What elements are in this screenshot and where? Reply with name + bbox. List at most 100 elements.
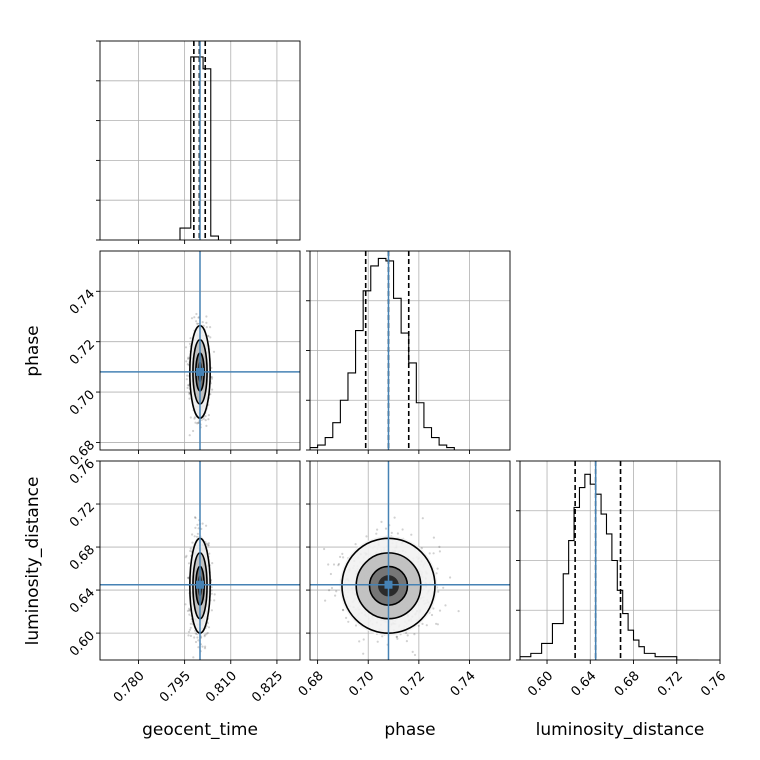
- sample-point: [438, 550, 441, 553]
- y-tick-label: 0.60: [67, 629, 98, 660]
- truth-marker: [196, 580, 204, 589]
- sample-point: [188, 393, 191, 396]
- sample-point: [376, 528, 379, 531]
- sample-point: [194, 516, 197, 519]
- sample-point: [438, 609, 442, 612]
- sample-point: [381, 635, 384, 638]
- sample-point: [184, 556, 187, 559]
- sample-point: [210, 592, 213, 595]
- sample-point: [328, 589, 331, 592]
- sample-point: [211, 376, 214, 379]
- sample-point: [375, 532, 378, 535]
- sample-point: [197, 639, 200, 642]
- sample-point: [411, 650, 414, 654]
- sample-point: [198, 662, 200, 664]
- sample-point: [206, 334, 209, 337]
- sample-point: [189, 626, 192, 629]
- axes-frame: [99, 40, 301, 241]
- sample-point: [188, 613, 191, 616]
- sample-point: [342, 609, 345, 612]
- sample-point: [191, 533, 194, 536]
- sample-point: [208, 552, 211, 555]
- axes-frame: [99, 460, 301, 661]
- histogram-panel-luminosity-distance: 0.60 0.64 0.68 0.72 0.76: [516, 460, 729, 700]
- sample-point: [197, 646, 200, 649]
- sample-point: [194, 421, 197, 424]
- sample-point: [209, 336, 212, 339]
- sample-point: [196, 532, 199, 535]
- sample-point: [213, 599, 216, 602]
- sample-point: [206, 622, 209, 625]
- y-axis-label-luminosity-distance: luminosity_distance: [23, 477, 43, 646]
- sample-point: [395, 635, 398, 639]
- x-axis-label-geocent-time: geocent_time: [142, 720, 258, 740]
- sample-point: [341, 552, 344, 556]
- sample-point: [188, 342, 192, 345]
- sample-point: [337, 564, 340, 567]
- sample-point: [405, 640, 408, 643]
- density-marks: [100, 461, 300, 664]
- x-tick-label: 0.72: [397, 669, 428, 700]
- sample-point: [327, 563, 330, 566]
- axes-frame: [99, 250, 301, 451]
- histogram-step: [520, 473, 699, 660]
- sample-point: [203, 633, 206, 637]
- sample-point: [201, 645, 204, 648]
- sample-point: [195, 312, 198, 316]
- sample-point: [430, 613, 434, 617]
- sample-point: [207, 456, 209, 458]
- sample-point: [193, 636, 196, 639]
- y-tick-label: 0.70: [67, 388, 98, 419]
- y-tick-label: 0.72: [67, 337, 98, 368]
- sample-point: [341, 608, 345, 611]
- density-marks: [310, 461, 510, 660]
- sample-point: [186, 576, 190, 579]
- sample-point: [210, 609, 213, 612]
- sample-point: [393, 516, 396, 519]
- sample-point: [457, 610, 460, 613]
- sample-point: [210, 377, 213, 380]
- sample-point: [432, 607, 435, 610]
- sample-point: [186, 363, 189, 366]
- sample-point: [204, 415, 207, 418]
- density-marks: [100, 251, 300, 458]
- sample-point: [203, 635, 206, 638]
- sample-point: [187, 562, 191, 565]
- truth-marker: [196, 367, 204, 376]
- sample-point: [188, 607, 191, 610]
- axes-frame: [309, 460, 511, 661]
- sample-point: [192, 656, 195, 659]
- sample-point: [187, 356, 190, 359]
- x-tick-label: 0.74: [448, 669, 479, 700]
- histogram-panel-phase: [306, 250, 511, 454]
- sample-point: [435, 572, 438, 575]
- sample-point: [204, 419, 207, 422]
- sample-point: [210, 589, 213, 592]
- sample-point: [396, 637, 399, 640]
- histogram-panel-geocent-time: [96, 40, 301, 244]
- histogram-marks: [310, 251, 455, 450]
- sample-point: [376, 640, 379, 643]
- y-axis-label-phase: phase: [23, 325, 43, 376]
- sample-point: [362, 652, 365, 655]
- sample-point: [390, 531, 393, 535]
- sample-point: [406, 634, 409, 637]
- sample-point: [213, 593, 216, 596]
- y-tick-label: 0.68: [67, 542, 98, 573]
- x-tick-label: 0.68: [612, 669, 643, 700]
- sample-point: [207, 414, 210, 417]
- x-tick-label: 0.76: [698, 669, 729, 700]
- sample-point: [193, 535, 196, 538]
- sample-point: [380, 520, 383, 524]
- sample-point: [189, 416, 192, 419]
- sample-point: [396, 532, 399, 535]
- sample-point: [207, 626, 211, 629]
- sample-point: [205, 315, 208, 318]
- sample-point: [187, 357, 190, 360]
- corner-plot-cells: 0.60 0.64 0.68 0.72 0.76 0.68 0.70 0.72 0.74 0.78…: [67, 40, 729, 706]
- sample-point: [210, 586, 213, 589]
- sample-point: [207, 544, 210, 547]
- sample-point: [339, 555, 342, 559]
- sample-point: [384, 527, 388, 530]
